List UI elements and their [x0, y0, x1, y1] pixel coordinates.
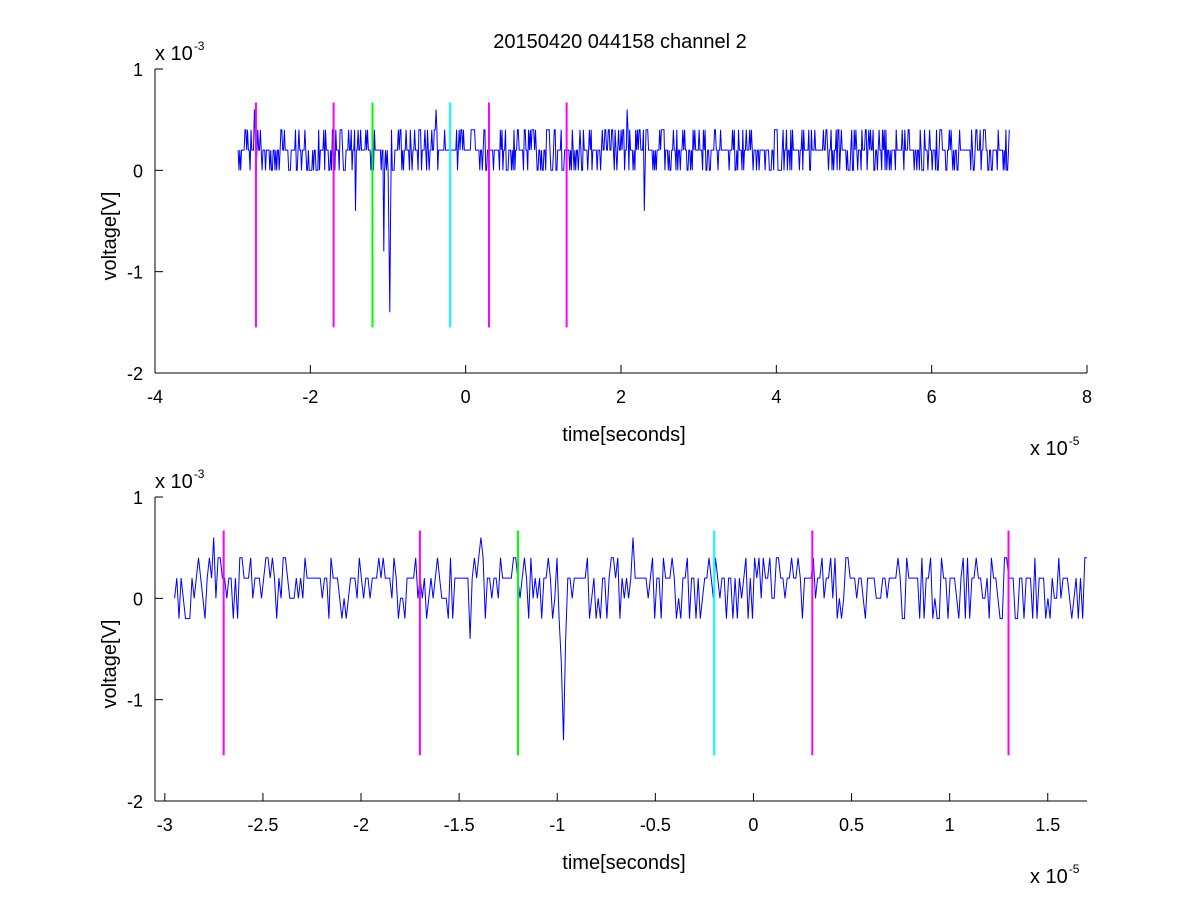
x-tick-label: -2 — [353, 815, 369, 835]
x-tick-label: 6 — [927, 387, 937, 407]
x-exponent-prefix: x 10 — [1030, 438, 1068, 460]
x-exponent-label: x 10-5 — [1030, 434, 1080, 460]
x-axis-label: time[seconds] — [562, 424, 685, 446]
bottom-axes: -3 -2.5 -2 -1.5 -1 -0.5 0 0.5 1 1.5 -2 -1 0 1 time[sec… — [99, 467, 1087, 888]
y-axis-label: voltage[V] — [99, 620, 121, 709]
x-tick-label: 0 — [748, 815, 758, 835]
x-exponent-prefix: x 10 — [1030, 866, 1068, 888]
x-tick-label: 1 — [945, 815, 955, 835]
y-tick-label: -2 — [127, 792, 143, 812]
x-tick-label: 0 — [461, 387, 471, 407]
y-tick-label: 0 — [133, 589, 143, 609]
signal-series-line — [174, 537, 1087, 741]
y-tick-label: 1 — [133, 488, 143, 508]
x-tick-label: 4 — [771, 387, 781, 407]
y-exponent-prefix: x 10 — [155, 471, 193, 493]
x-exponent-power: -5 — [1069, 862, 1080, 876]
x-tick-label: -1 — [549, 815, 565, 835]
y-exponent-prefix: x 10 — [155, 43, 193, 65]
plot-area — [155, 69, 1087, 373]
y-tick-label: 0 — [133, 161, 143, 181]
signal-series-line — [237, 109, 1010, 313]
x-tick-label: 1.5 — [1035, 815, 1060, 835]
x-tick-label: -0.5 — [640, 815, 671, 835]
y-exponent-label: x 10-3 — [155, 39, 205, 65]
x-tick-label: -1.5 — [444, 815, 475, 835]
x-axis-label: time[seconds] — [562, 852, 685, 874]
x-exponent-label: x 10-5 — [1030, 862, 1080, 888]
y-axis-label: voltage[V] — [99, 192, 121, 281]
top-axes: -4 -2 0 2 4 6 8-2-101time[seconds]voltage[V]x … — [99, 39, 1092, 460]
x-tick-label: 8 — [1082, 387, 1092, 407]
y-exponent-power: -3 — [194, 467, 205, 481]
x-tick-label: -2.5 — [247, 815, 278, 835]
x-tick-label: -2 — [302, 387, 318, 407]
x-tick-label: 2 — [616, 387, 626, 407]
y-tick-label: -2 — [127, 364, 143, 384]
figure-title: 20150420 044158 channel 2 — [493, 31, 747, 53]
y-tick-label: 1 — [133, 60, 143, 80]
y-exponent-label: x 10-3 — [155, 467, 205, 493]
x-tick-label: 0.5 — [839, 815, 864, 835]
y-tick-label: -1 — [127, 691, 143, 711]
x-tick-label: -4 — [147, 387, 163, 407]
x-tick-label: -3 — [157, 815, 173, 835]
plot-area — [155, 497, 1087, 801]
y-tick-label: -1 — [127, 263, 143, 283]
x-exponent-power: -5 — [1069, 434, 1080, 448]
y-exponent-power: -3 — [194, 39, 205, 53]
